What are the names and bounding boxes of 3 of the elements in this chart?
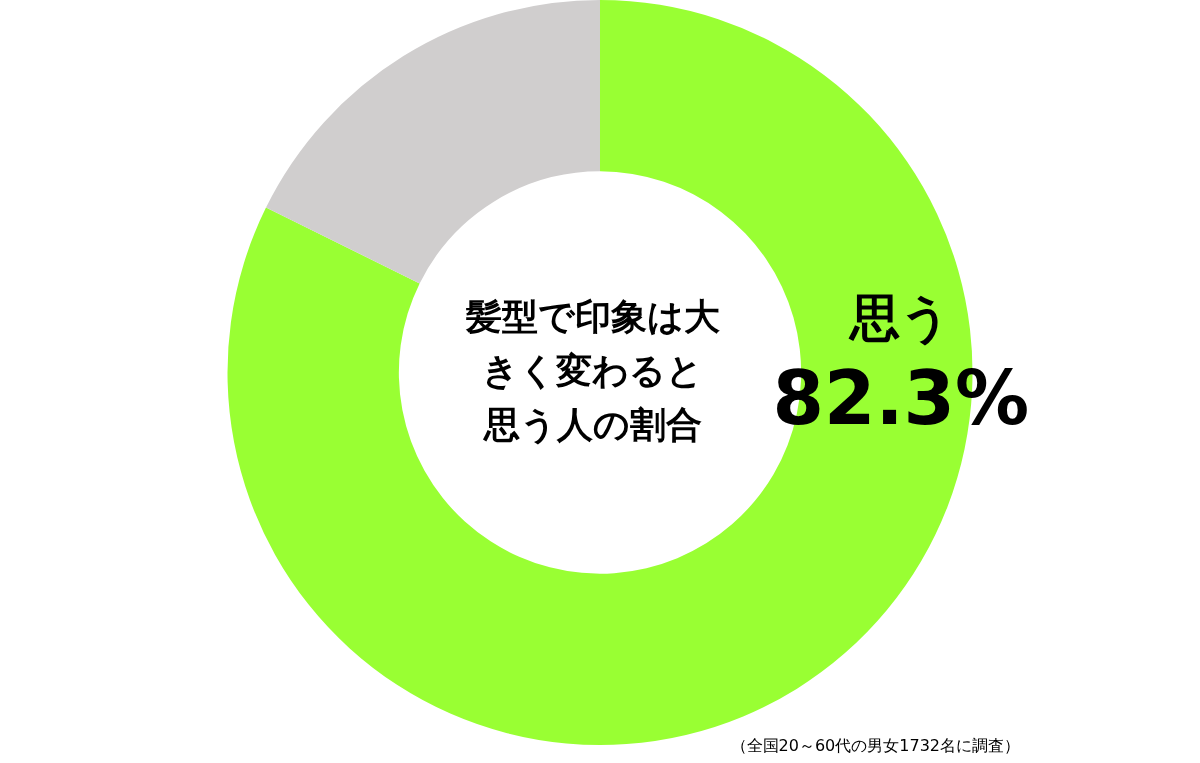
slice-label: 思う <box>848 289 952 348</box>
text: 髪型で印象は大きく変わると思う人の割合 <box>464 295 721 447</box>
text: （全国20～60代の男女1732名に調査） <box>730 736 1020 757</box>
